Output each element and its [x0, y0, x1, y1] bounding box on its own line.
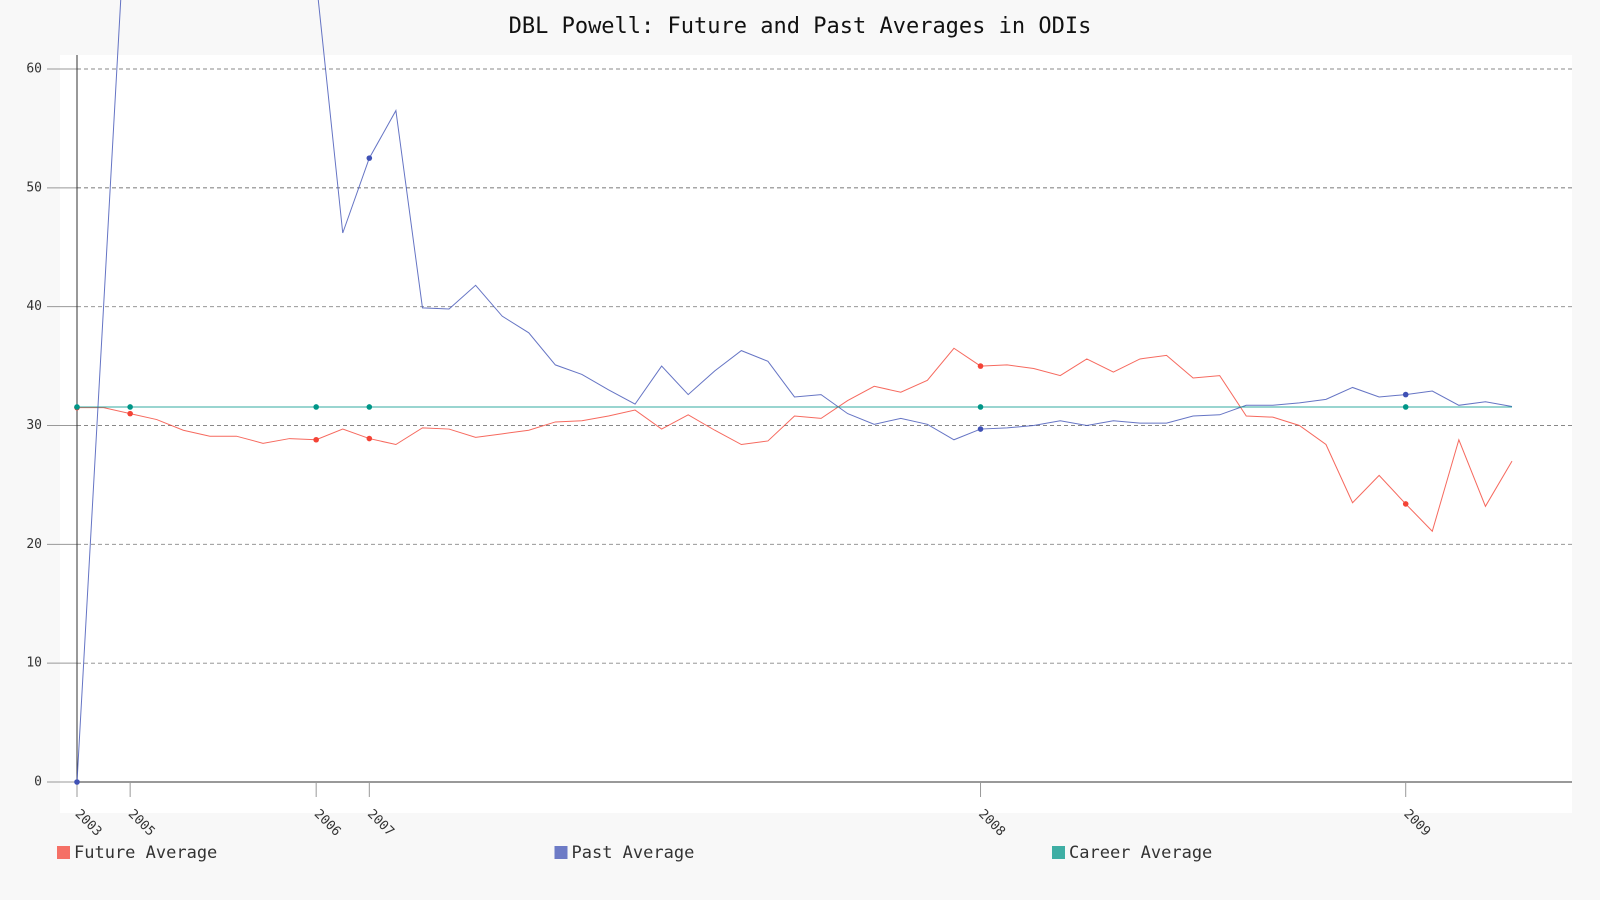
- data-point: [313, 436, 319, 443]
- data-point: [127, 410, 133, 417]
- data-point: [366, 435, 373, 442]
- legend-label: Future Average: [74, 843, 217, 863]
- data-point: [1402, 404, 1409, 410]
- chart-title: DBL Powell: Future and Past Averages in …: [509, 14, 1092, 39]
- data-point: [1402, 501, 1409, 507]
- data-point: [977, 363, 984, 369]
- y-tick-label: 30: [26, 418, 42, 433]
- y-tick-label: 60: [26, 62, 42, 77]
- data-point: [74, 404, 80, 410]
- legend-swatch: [1052, 846, 1065, 859]
- y-tick-label: 50: [26, 180, 42, 195]
- data-point: [74, 779, 80, 785]
- data-point: [366, 155, 373, 161]
- data-point: [1402, 391, 1409, 398]
- y-tick-label: 20: [26, 537, 42, 552]
- data-point: [977, 426, 984, 432]
- y-tick-label: 10: [26, 656, 42, 671]
- series-line: [76, 0, 1513, 783]
- data-point: [313, 404, 319, 410]
- legend-label: Past Average: [572, 843, 695, 863]
- data-point: [977, 404, 984, 410]
- legend-swatch: [554, 846, 568, 859]
- data-point: [127, 404, 133, 410]
- plot-area: [60, 55, 1572, 813]
- legend-swatch: [57, 846, 70, 859]
- data-point: [366, 404, 373, 410]
- y-tick-label: 40: [26, 299, 42, 314]
- y-tick-label: 0: [34, 775, 42, 790]
- legend-label: Career Average: [1069, 843, 1212, 863]
